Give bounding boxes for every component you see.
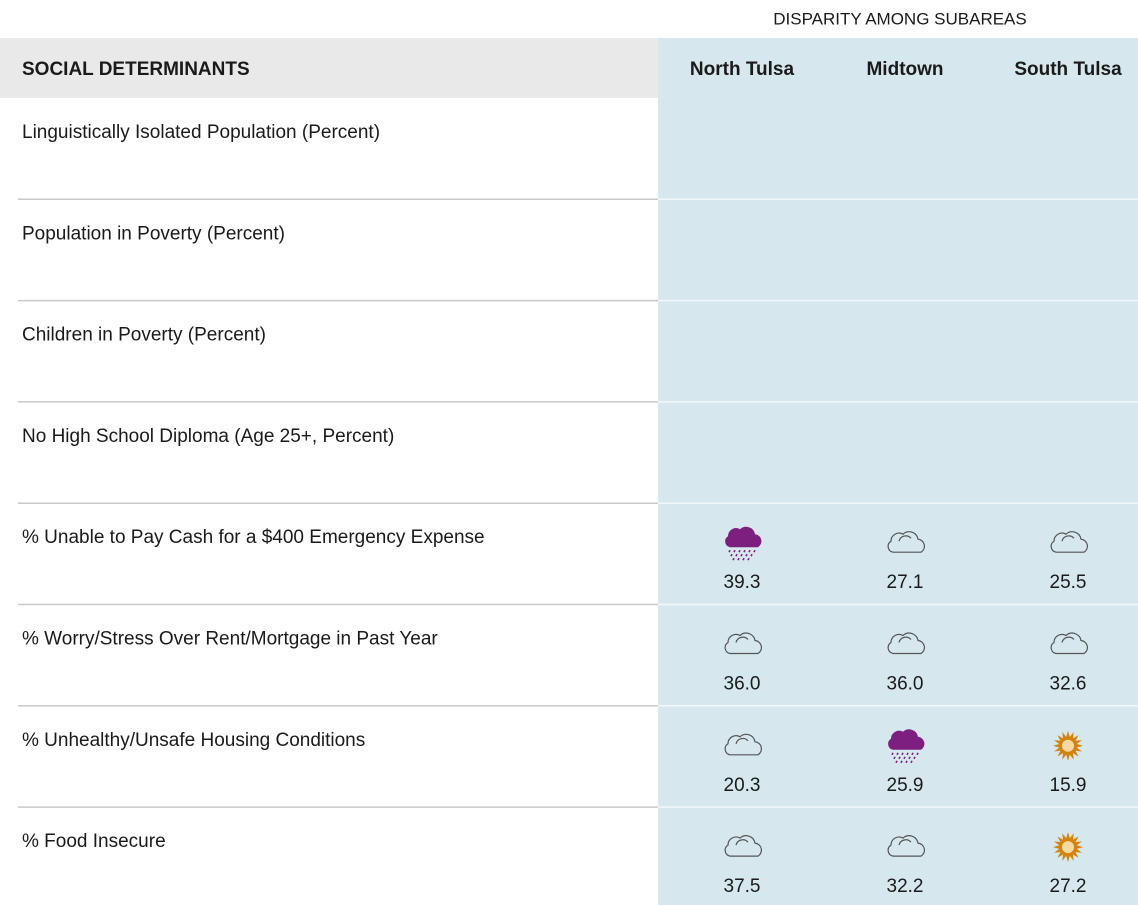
cloud-line [1061, 636, 1075, 643]
cell-value: 20.3 [724, 775, 761, 796]
rain-drop [732, 557, 735, 561]
rain-drop [750, 553, 753, 557]
cloud-line [735, 737, 749, 745]
cloud-icon [887, 531, 926, 553]
row-label: % Unable to Pay Cash for a $400 Emergenc… [22, 527, 485, 548]
cloud-shape [1050, 632, 1089, 655]
subarea-background [658, 38, 1138, 905]
row-label: Children in Poverty (Percent) [22, 325, 266, 346]
column-header: South Tulsa [1014, 59, 1122, 80]
rain-drop [737, 557, 740, 561]
cloud-line [735, 839, 749, 846]
sun-icon [1053, 832, 1083, 863]
cloud-icon [724, 835, 763, 857]
sun-core [1060, 839, 1076, 856]
cell-value: 36.0 [887, 674, 924, 695]
table-title: SOCIAL DETERMINANTS [22, 59, 250, 80]
row-label: Population in Poverty (Percent) [22, 223, 285, 244]
rain-drop [748, 549, 751, 553]
rain-drop [735, 553, 738, 557]
column-header: North Tulsa [690, 59, 795, 80]
cell-value: 25.5 [1050, 572, 1087, 593]
rain-drop [895, 760, 898, 764]
cell-value: 27.2 [1050, 876, 1087, 897]
column-header: Midtown [866, 59, 943, 80]
sun-icon [1053, 730, 1083, 761]
rain-drop [728, 549, 731, 553]
rain-drop [910, 760, 913, 764]
rain-drop [898, 756, 901, 760]
cloud-icon [724, 632, 763, 655]
row-label: % Food Insecure [22, 831, 166, 852]
rain-drop [753, 549, 756, 553]
cloud-shape [724, 632, 763, 655]
cloud-shape [724, 835, 763, 857]
cell-value: 36.0 [724, 674, 761, 695]
cloud-icon [1050, 531, 1089, 553]
rain-drop [903, 756, 906, 760]
rain-drop [743, 549, 746, 553]
cell-value: 25.9 [887, 775, 924, 796]
cell-value: 32.2 [887, 876, 924, 897]
rain-drop [900, 760, 903, 764]
rain-drop [733, 549, 736, 553]
cloud-line [1061, 535, 1075, 542]
cloud-line [735, 636, 749, 643]
cloud-icon [887, 632, 926, 655]
rain-drop [908, 756, 911, 760]
rain-drop [901, 752, 904, 756]
cell-value: 39.3 [724, 572, 761, 593]
cloud-shape [724, 733, 763, 756]
rain-drop [916, 752, 919, 756]
sun-core [1060, 737, 1076, 754]
rain-drop [745, 553, 748, 557]
row-label: % Unhealthy/Unsafe Housing Conditions [22, 730, 365, 751]
rain-drop [742, 557, 745, 561]
super-title: DISPARITY AMONG SUBAREAS [773, 9, 1027, 28]
header-background [0, 38, 658, 98]
cloud-icon [887, 835, 926, 857]
cell-value: 32.6 [1050, 674, 1087, 695]
rain-drop [911, 752, 914, 756]
rain-drop [891, 752, 894, 756]
rain-drop [730, 553, 733, 557]
rain-drop [738, 549, 741, 553]
cloud-line [898, 839, 912, 846]
cloud-shape [887, 632, 926, 655]
cell-value: 27.1 [887, 572, 924, 593]
rain-drop [906, 752, 909, 756]
rain-drop [905, 760, 908, 764]
cloud-icon [724, 733, 763, 756]
cloud-line [898, 535, 912, 542]
cloud-icon [1050, 632, 1089, 655]
cell-value: 37.5 [724, 876, 761, 897]
cell-value: 15.9 [1050, 775, 1087, 796]
rain-cloud [888, 729, 925, 750]
cloud-shape [887, 531, 926, 553]
rain-drop [896, 752, 899, 756]
rain-cloud [725, 526, 762, 548]
cloud-line [898, 636, 912, 643]
cloud-shape [887, 835, 926, 857]
rain-icon [888, 729, 925, 764]
cloud-shape [1050, 531, 1089, 553]
row-label: % Worry/Stress Over Rent/Mortgage in Pas… [22, 629, 438, 650]
row-label: Linguistically Isolated Population (Perc… [22, 122, 380, 143]
rain-drop [893, 756, 896, 760]
rain-drop [740, 553, 743, 557]
row-label: No High School Diploma (Age 25+, Percent… [22, 426, 394, 447]
rain-icon [725, 526, 762, 561]
rain-drop [913, 756, 916, 760]
rain-drop [747, 557, 750, 561]
